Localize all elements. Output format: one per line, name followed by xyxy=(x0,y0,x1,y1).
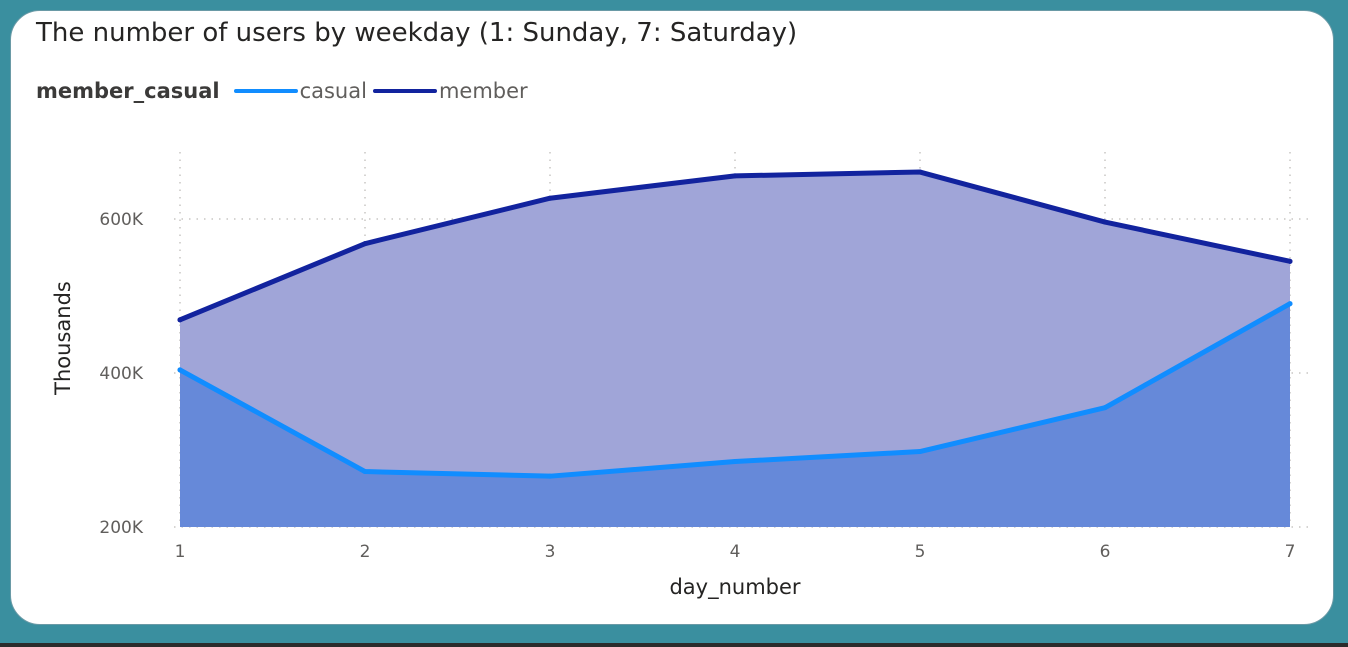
point-casual-6 xyxy=(1102,405,1108,411)
x-tick-label: 2 xyxy=(360,542,371,562)
point-casual-7 xyxy=(1287,301,1293,307)
point-casual-3 xyxy=(547,473,553,479)
legend-item-member[interactable]: member xyxy=(372,79,528,103)
legend-item-casual[interactable]: casual xyxy=(233,79,367,103)
x-tick-label: 7 xyxy=(1285,542,1296,562)
legend-label-member: member xyxy=(438,79,528,103)
series-lines xyxy=(177,169,1293,479)
point-casual-2 xyxy=(362,469,368,475)
legend-label-casual: casual xyxy=(299,79,367,103)
y-axis-ticks: 200K 400K 600K xyxy=(99,210,143,538)
point-member-4 xyxy=(732,173,738,179)
legend-line-casual-icon xyxy=(233,89,298,93)
point-member-7 xyxy=(1287,258,1293,264)
y-axis-title: Thousands xyxy=(51,281,75,396)
y-tick-label: 400K xyxy=(99,364,143,384)
x-tick-label: 4 xyxy=(730,542,741,562)
x-tick-label: 6 xyxy=(1100,542,1111,562)
point-casual-5 xyxy=(917,449,923,455)
point-member-1 xyxy=(177,317,183,323)
x-tick-label: 5 xyxy=(915,542,926,562)
series-areas xyxy=(180,172,1290,527)
point-member-2 xyxy=(362,241,368,247)
legend-title: member_casual xyxy=(36,79,220,103)
legend: member_casual casual member xyxy=(36,78,534,104)
x-axis-title: day_number xyxy=(669,575,800,600)
point-casual-1 xyxy=(177,367,183,373)
chart-title: The number of users by weekday (1: Sunda… xyxy=(36,18,798,48)
point-member-3 xyxy=(547,195,553,201)
x-tick-label: 3 xyxy=(545,542,556,562)
x-tick-label: 1 xyxy=(175,542,186,562)
x-axis-ticks: 1 2 3 4 5 6 7 xyxy=(175,542,1296,562)
point-member-6 xyxy=(1102,219,1108,225)
y-tick-label: 600K xyxy=(99,210,143,230)
point-casual-4 xyxy=(732,459,738,465)
point-member-5 xyxy=(917,169,923,175)
area-casual xyxy=(180,303,1290,527)
legend-line-member-icon xyxy=(372,89,437,93)
y-tick-label: 200K xyxy=(99,518,143,538)
